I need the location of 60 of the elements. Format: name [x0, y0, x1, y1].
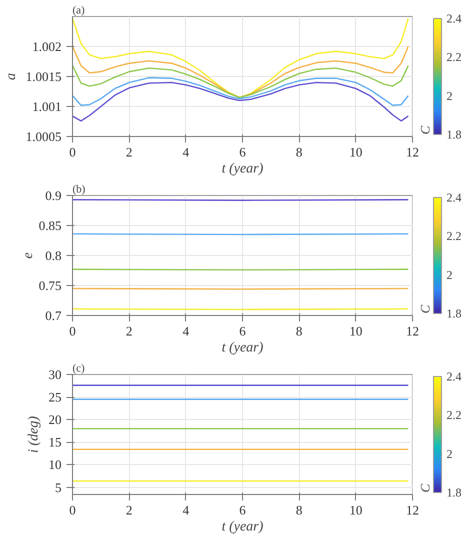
x-tick-label: 6: [239, 144, 246, 160]
y-tick-label: 0.9: [45, 188, 62, 203]
x-tick-label: 10: [349, 324, 362, 338]
x-axis-title: t (year): [222, 162, 264, 176]
y-tick-label: 20: [48, 412, 62, 428]
x-tick-label: 6: [239, 324, 246, 338]
x-tick-label: 12: [406, 144, 419, 160]
y-tick-label: 30: [48, 367, 62, 382]
x-tick-label: 6: [239, 502, 246, 518]
color-bar-label: 2.2: [446, 50, 462, 64]
y-axis-title: i (deg): [26, 416, 42, 453]
x-axis-title: t (year): [222, 520, 264, 534]
x-axis-title: t (year): [222, 340, 264, 356]
x-tick-label: 12: [406, 324, 419, 338]
y-axis-title: a: [4, 73, 19, 80]
x-tick-label: 2: [126, 502, 132, 518]
color-bar-label: 2.4: [446, 12, 462, 26]
color-bar-label: 2.4: [446, 190, 462, 204]
y-tick-label: 0.8: [45, 248, 62, 263]
color-bar-title: C: [418, 304, 432, 314]
color-bar-label: 2: [446, 88, 452, 103]
color-bar-label: 2.2: [446, 229, 462, 244]
x-tick-label: 0: [69, 324, 76, 338]
chart-title: (a): [72, 4, 86, 16]
x-tick-label: 2: [126, 144, 132, 160]
color-bar-title: C: [418, 484, 432, 492]
x-tick-label: 8: [296, 324, 302, 338]
y-tick-label: 0.7: [45, 308, 62, 323]
y-tick-label: 25: [48, 390, 62, 405]
color-bar-label: 1.8: [446, 306, 462, 320]
color-bar-title: C: [418, 126, 432, 134]
y-tick-label: 1.001: [32, 99, 62, 114]
x-tick-label: 0: [69, 502, 76, 518]
color-bar-label: 1.8: [446, 128, 462, 142]
x-tick-label: 10: [349, 502, 362, 518]
chart-title: (b): [72, 184, 86, 196]
x-tick-label: 4: [182, 324, 190, 338]
color-bar-label: 2.2: [446, 408, 462, 422]
y-tick-label: 0.85: [38, 218, 62, 233]
x-tick-label: 4: [182, 502, 190, 518]
x-tick-label: 0: [69, 144, 76, 160]
color-bar-label: 2: [446, 446, 452, 461]
chart-title: (c): [72, 362, 86, 374]
y-tick-label: 10: [48, 457, 62, 472]
x-tick-label: 4: [182, 144, 190, 160]
color-bar-label: 2.4: [446, 370, 462, 384]
y-tick-label: 0.75: [38, 278, 62, 293]
y-tick-label: 1.002: [32, 39, 62, 54]
color-bar-label: 2: [446, 268, 452, 282]
color-bar-label: 1.8: [446, 486, 462, 500]
x-tick-label: 2: [126, 324, 132, 338]
y-axis-title: e: [20, 252, 36, 259]
x-tick-label: 8: [296, 144, 302, 160]
x-tick-label: 10: [349, 144, 362, 160]
x-tick-label: 12: [406, 502, 419, 518]
x-tick-label: 8: [296, 502, 302, 518]
y-tick-label: 5: [55, 480, 62, 495]
y-tick-label: 1.0005: [26, 129, 62, 144]
y-tick-label: 15: [48, 434, 62, 450]
y-tick-label: 1.0015: [26, 69, 62, 84]
